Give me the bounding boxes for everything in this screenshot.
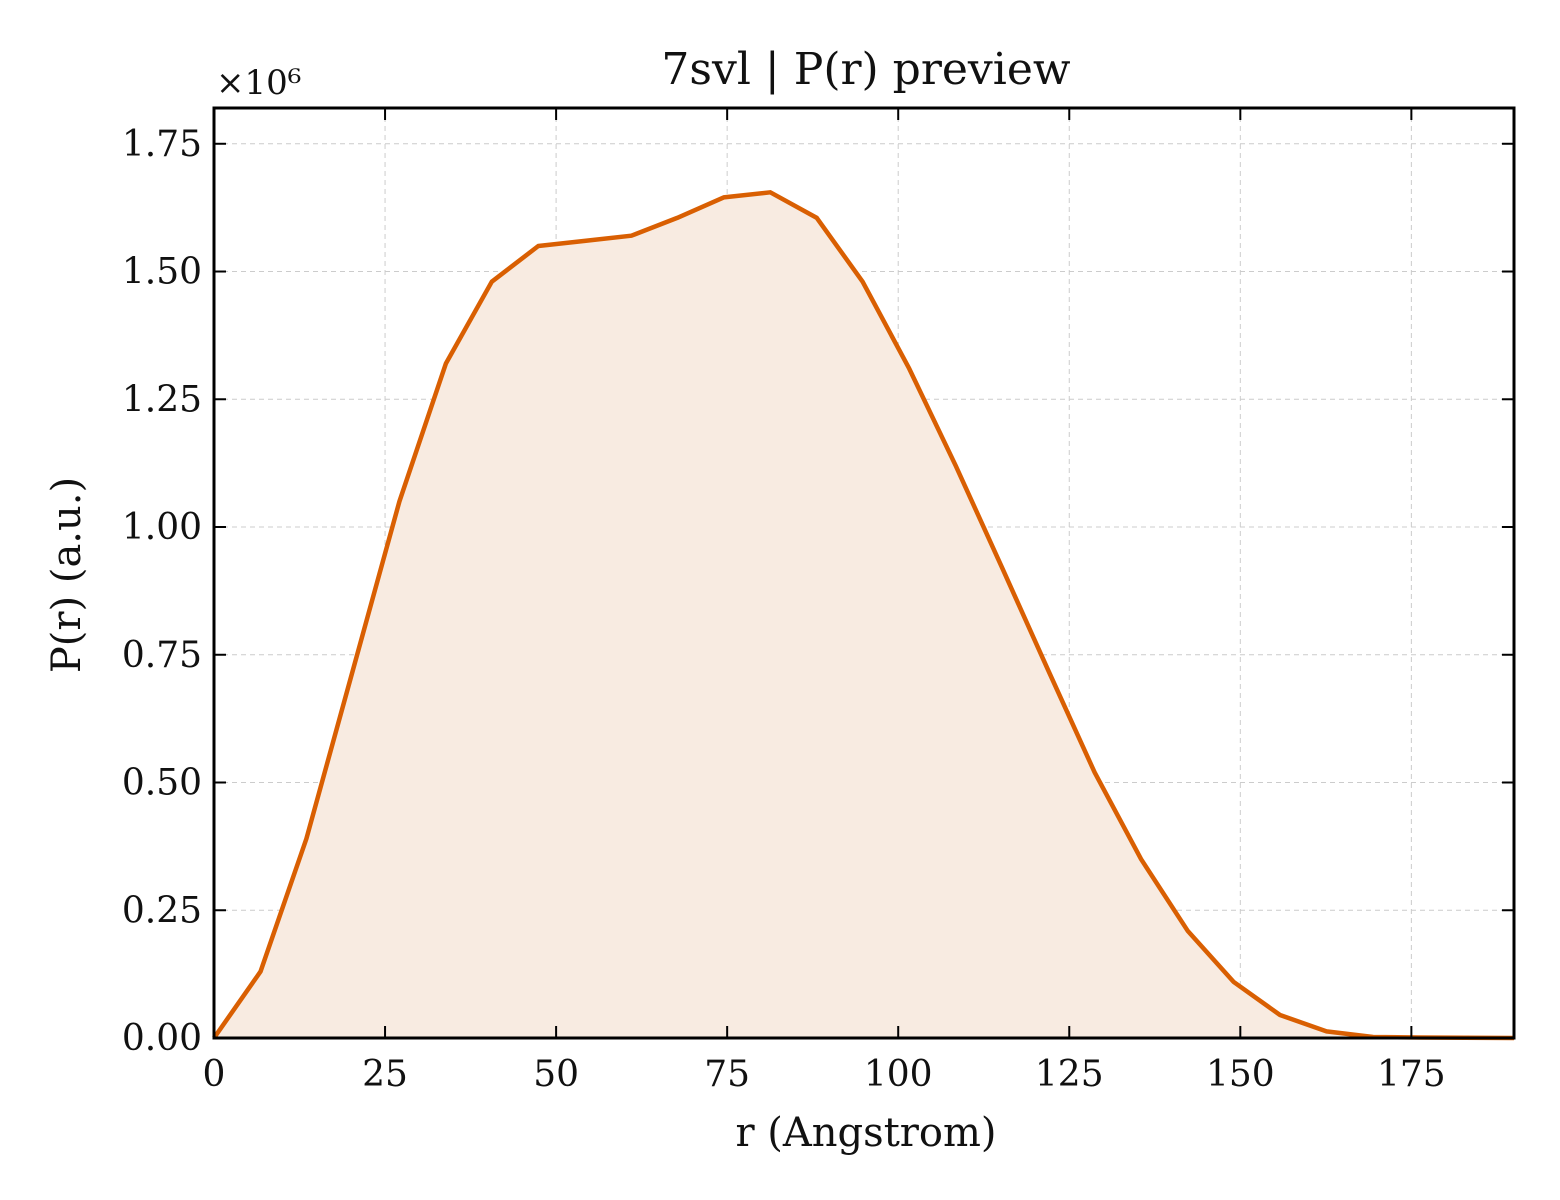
- y-tick-label: 0.75: [122, 635, 202, 676]
- y-tick-label: 0.50: [122, 763, 202, 804]
- axis-ticks: [213, 108, 1514, 1039]
- x-tick-label: 75: [704, 1054, 750, 1095]
- y-multiplier-label: ×10⁶: [216, 63, 301, 103]
- x-axis-label: r (Angstrom): [735, 1110, 996, 1156]
- y-tick-label: 1.50: [122, 252, 202, 293]
- chart-title: 7svl | P(r) preview: [661, 44, 1070, 95]
- y-axis-label: P(r) (a.u.): [44, 477, 90, 673]
- y-tick-label: 1.00: [122, 507, 202, 548]
- x-tick-label: 50: [533, 1054, 579, 1095]
- pr-area-fill: [214, 192, 1514, 1039]
- x-tick-label: 0: [203, 1054, 226, 1095]
- y-tick-label: 1.25: [122, 379, 202, 420]
- x-tick-label: 25: [362, 1054, 408, 1095]
- plot-frame: [212, 106, 1516, 1040]
- y-tick-label: 0.00: [122, 1018, 202, 1059]
- x-tick-label: 125: [1035, 1054, 1104, 1095]
- x-tick-label: 150: [1206, 1054, 1275, 1095]
- x-tick-labels: 0 25 50 75 100 125 150 175: [203, 1054, 1446, 1095]
- y-tick-labels: 0.00 0.25 0.50 0.75 1.00 1.25 1.50 1.75: [122, 124, 202, 1059]
- x-tick-label: 100: [864, 1054, 933, 1095]
- y-tick-label: 1.75: [122, 124, 202, 165]
- y-tick-label: 0.25: [122, 890, 202, 931]
- pr-series-line: [212, 190, 1515, 1041]
- x-tick-label: 175: [1377, 1054, 1446, 1095]
